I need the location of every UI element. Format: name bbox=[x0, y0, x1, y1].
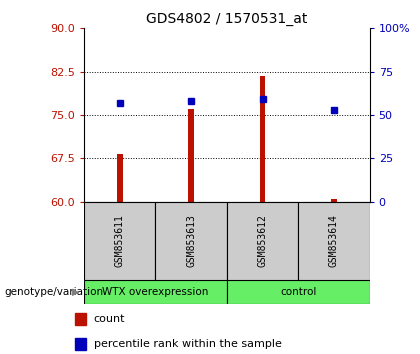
Bar bbox=[75, 338, 86, 350]
Bar bbox=[155, 202, 227, 280]
Bar bbox=[117, 154, 123, 202]
Text: percentile rank within the sample: percentile rank within the sample bbox=[94, 339, 281, 349]
Text: GSM853614: GSM853614 bbox=[329, 214, 339, 267]
Bar bbox=[227, 202, 298, 280]
Text: genotype/variation: genotype/variation bbox=[4, 287, 103, 297]
Text: count: count bbox=[94, 314, 125, 324]
Text: GSM853611: GSM853611 bbox=[115, 214, 125, 267]
Bar bbox=[260, 76, 265, 202]
Bar bbox=[188, 109, 194, 202]
Text: GSM853612: GSM853612 bbox=[257, 214, 268, 267]
Text: ▶: ▶ bbox=[72, 287, 80, 297]
Text: control: control bbox=[280, 287, 316, 297]
Title: GDS4802 / 1570531_at: GDS4802 / 1570531_at bbox=[146, 12, 307, 26]
Bar bbox=[298, 202, 370, 280]
Bar bbox=[331, 199, 337, 202]
Bar bbox=[227, 280, 370, 304]
Text: WTX overexpression: WTX overexpression bbox=[102, 287, 209, 297]
Bar bbox=[75, 313, 86, 325]
Bar bbox=[84, 280, 227, 304]
Bar bbox=[84, 202, 155, 280]
Text: GSM853613: GSM853613 bbox=[186, 214, 196, 267]
